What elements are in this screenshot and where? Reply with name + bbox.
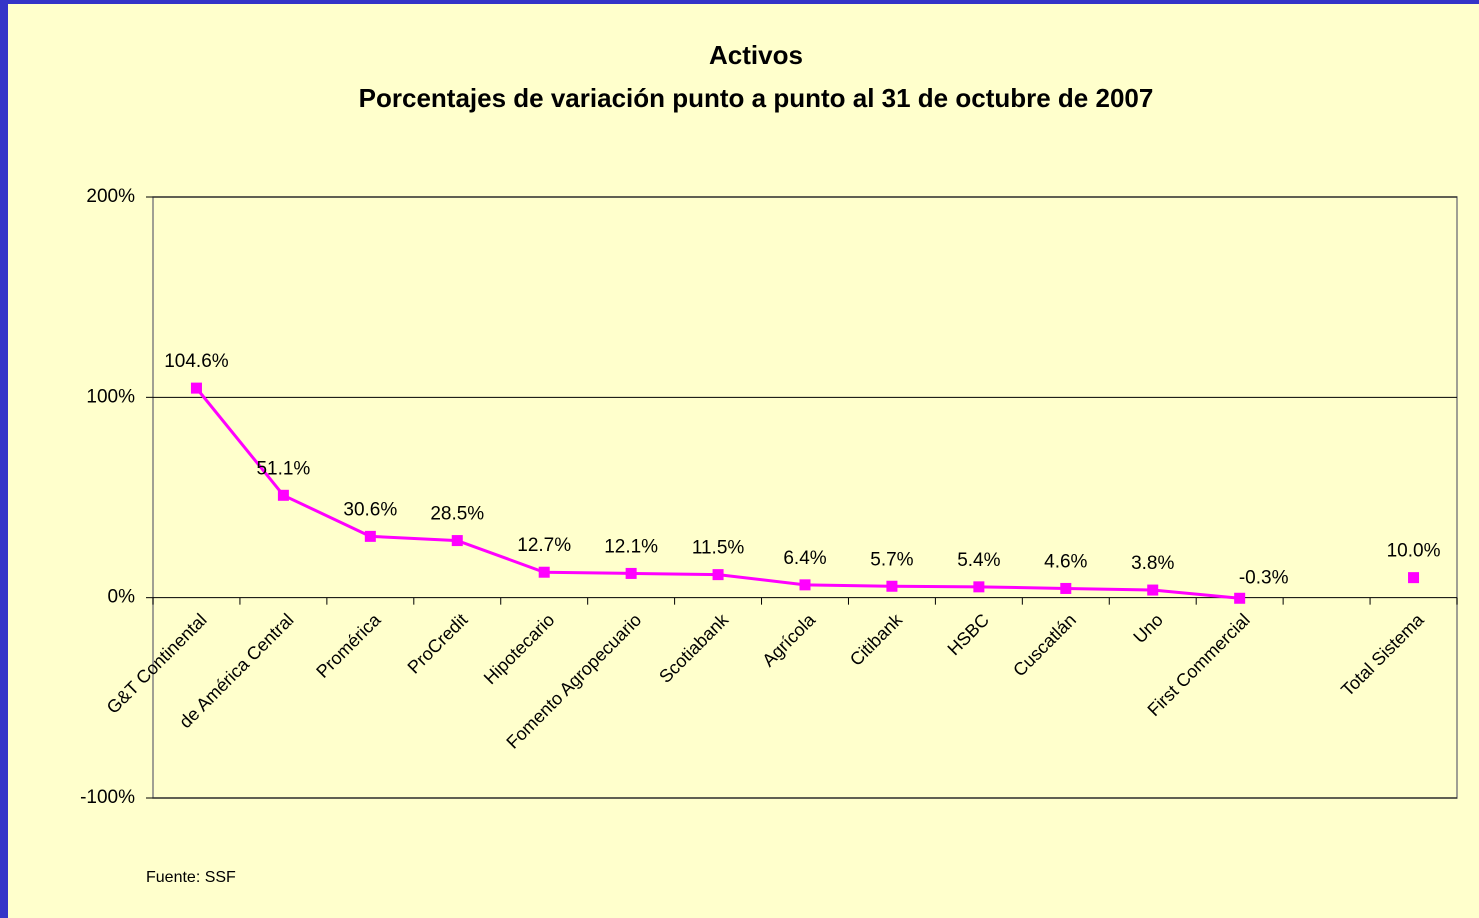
data-label: 30.6% — [343, 499, 397, 520]
marker — [799, 579, 811, 591]
marker — [1147, 584, 1159, 596]
chart-subtitle: Porcentajes de variación punto a punto a… — [359, 83, 1154, 113]
y-tick-label: 0% — [108, 587, 136, 608]
marker — [886, 580, 898, 592]
data-label: 10.0% — [1387, 541, 1441, 562]
data-label: 5.4% — [957, 550, 1000, 571]
data-label: 12.1% — [604, 536, 658, 557]
data-label: 51.1% — [256, 458, 310, 479]
marker — [712, 569, 724, 581]
source-note: Fuente: SSF — [146, 869, 236, 886]
y-tick-label: 100% — [86, 386, 135, 407]
marker — [1060, 582, 1072, 594]
chart-title: Activos — [709, 40, 803, 70]
marker — [1408, 572, 1420, 584]
marker — [625, 567, 637, 579]
marker — [1234, 592, 1246, 604]
marker — [190, 382, 202, 394]
data-label: 28.5% — [430, 504, 484, 525]
data-label: 3.8% — [1131, 553, 1174, 574]
y-tick-label: -100% — [80, 787, 135, 808]
y-tick-label: 200% — [86, 186, 135, 207]
marker — [364, 530, 376, 542]
data-label: 12.7% — [517, 535, 571, 556]
data-label: 104.6% — [164, 351, 229, 372]
marker — [451, 535, 463, 547]
data-label: -0.3% — [1239, 567, 1289, 588]
data-label: 11.5% — [692, 538, 745, 559]
chart-background — [8, 4, 1479, 918]
marker — [973, 581, 985, 593]
data-label: 5.7% — [870, 549, 913, 570]
marker — [538, 566, 550, 578]
data-label: 6.4% — [783, 548, 826, 569]
data-label: 4.6% — [1044, 551, 1087, 572]
marker — [277, 489, 289, 501]
